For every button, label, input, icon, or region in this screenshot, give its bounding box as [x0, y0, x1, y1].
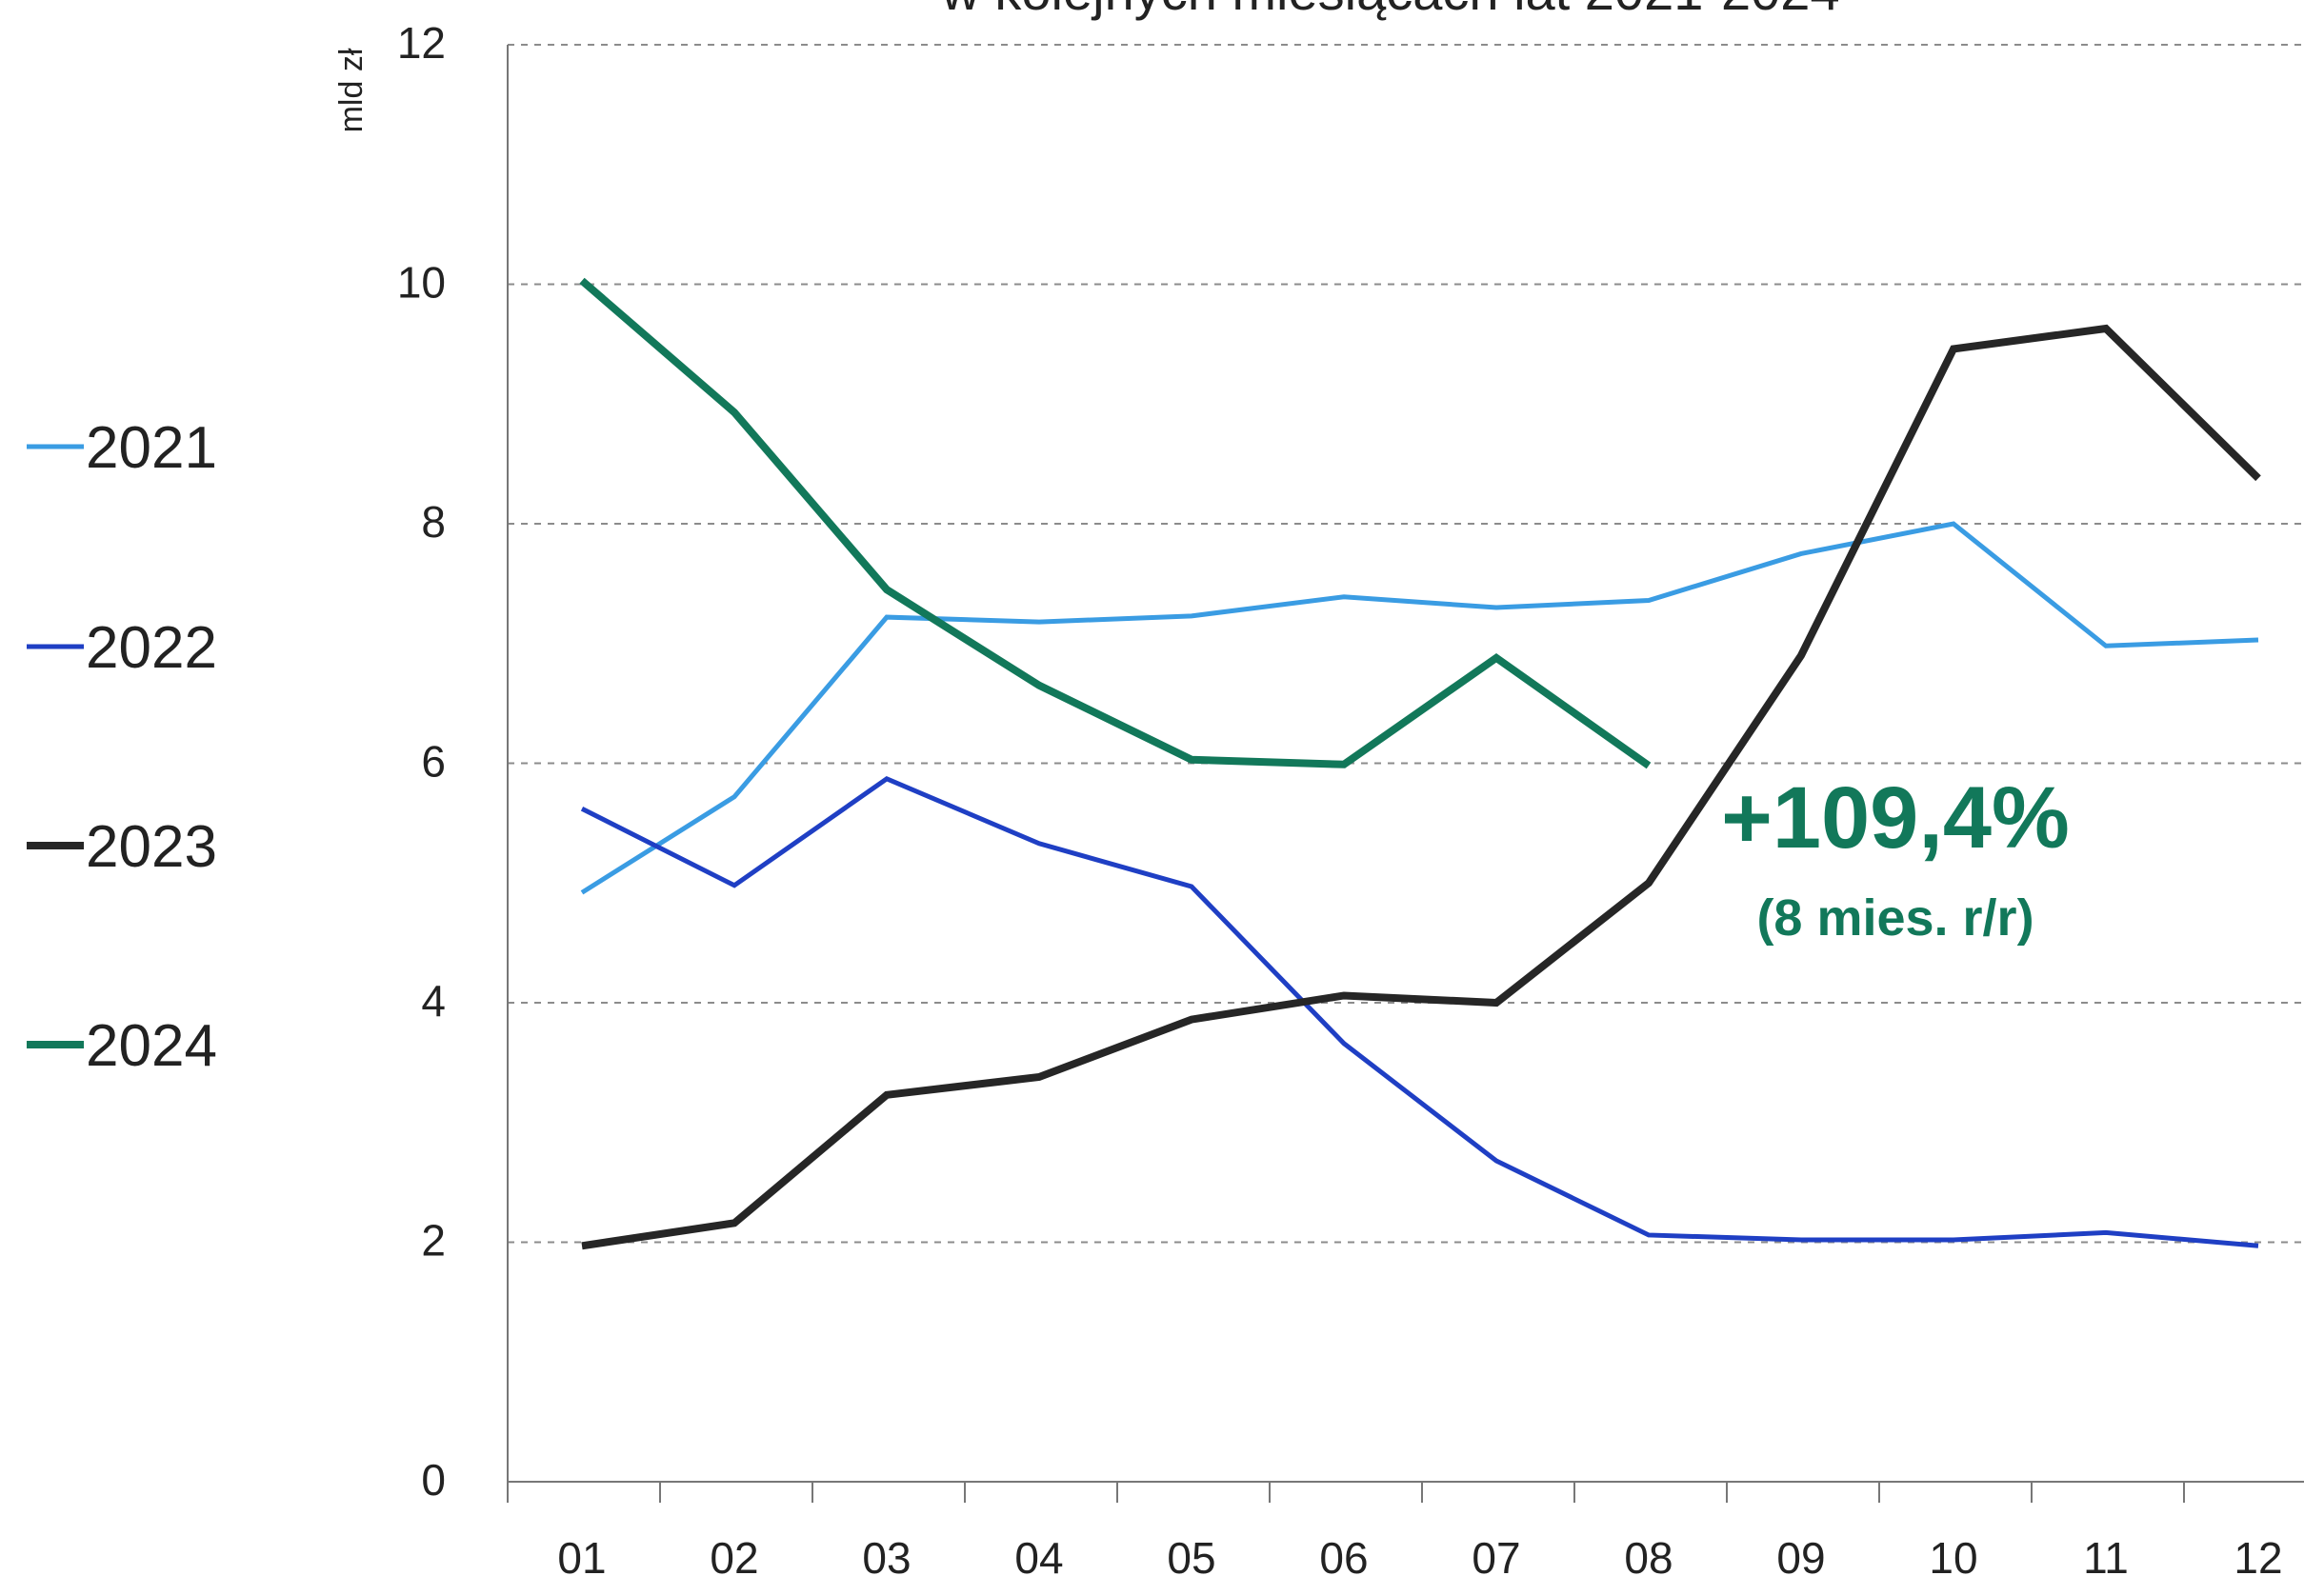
- series-line-2022: [580, 776, 2259, 1248]
- series-lines: [579, 277, 2261, 1250]
- grid-lines: [508, 44, 2304, 1244]
- series-line-2024: [579, 277, 1652, 769]
- x-tick-label: 12: [2234, 1533, 2282, 1583]
- series-line-2023: [581, 324, 2261, 1250]
- chart-title: w kolejnych miesiącach lat 2021-2024: [940, 0, 1839, 21]
- x-tick-label: 10: [1929, 1533, 1977, 1583]
- x-tick-label: 07: [1472, 1533, 1520, 1583]
- x-tick-label: 11: [2083, 1533, 2129, 1583]
- x-tick-label: 03: [862, 1533, 911, 1583]
- y-tick-label: 8: [421, 497, 446, 547]
- y-tick-label: 12: [397, 18, 446, 68]
- y-axis-label: mld zł: [333, 48, 370, 132]
- x-tick-label: 08: [1624, 1533, 1673, 1583]
- legend-label-2024: 2024: [86, 1013, 217, 1079]
- x-tick-label: 05: [1167, 1533, 1215, 1583]
- x-tick-label: 09: [1776, 1533, 1825, 1583]
- x-tick-label: 06: [1319, 1533, 1368, 1583]
- y-tick-label: 4: [421, 976, 446, 1026]
- x-tick-label: 01: [557, 1533, 606, 1583]
- y-tick-label: 0: [421, 1455, 446, 1505]
- y-tick-label: 10: [397, 258, 446, 308]
- legend: 2021 2022 2023 2024: [27, 415, 217, 1079]
- legend-label-2022: 2022: [86, 615, 217, 681]
- legend-label-2021: 2021: [86, 415, 217, 481]
- x-tick-label: 02: [710, 1533, 758, 1583]
- series-line-2021: [580, 521, 2259, 895]
- x-tick-label: 04: [1014, 1533, 1063, 1583]
- annotations: +109,4% (8 mies. r/r): [1721, 769, 2070, 947]
- y-tick-label: 6: [421, 737, 446, 787]
- legend-label-2023: 2023: [86, 814, 217, 880]
- annotation-change-percent: +109,4%: [1721, 769, 2070, 867]
- y-tick-label: 2: [421, 1216, 446, 1266]
- annotation-period-note: (8 mies. r/r): [1756, 889, 2034, 947]
